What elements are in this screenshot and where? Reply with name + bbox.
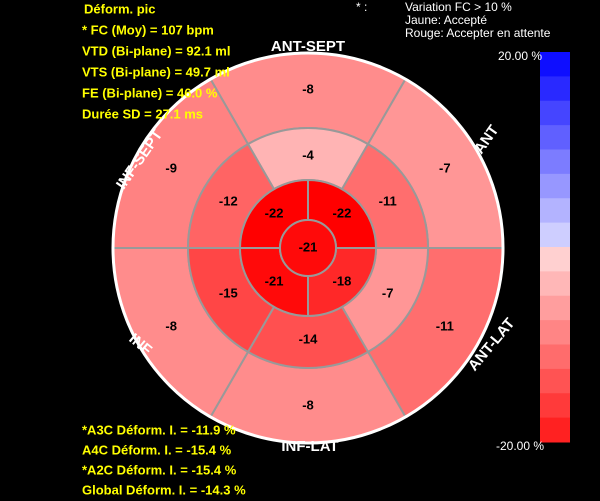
- segment-value: -4: [302, 147, 314, 162]
- segment-value: -11: [436, 318, 454, 333]
- segment-value: -7: [382, 285, 394, 300]
- segment-value: -8: [302, 81, 314, 96]
- footer-metric: Global Déform. I. = -14.3 %: [82, 482, 246, 497]
- legend-line: Jaune: Accepté: [405, 13, 487, 27]
- segment-value: -7: [439, 160, 451, 175]
- colorbar-cell: [540, 100, 570, 126]
- metric: VTS (Bi-plane) = 49.7 ml: [82, 64, 230, 79]
- title: Déform. pic: [84, 1, 156, 16]
- segment-value: -22: [333, 205, 352, 220]
- metric: FE (Bi-plane) = 46.0 %: [82, 85, 218, 100]
- segment-value: -9: [165, 160, 177, 175]
- segment-value: -8: [165, 318, 177, 333]
- footer-metric: *A3C Déform. I. = -11.9 %: [82, 422, 236, 437]
- segment-value: -21: [299, 239, 318, 254]
- colorbar-max: 20.00 %: [498, 49, 542, 63]
- wall-label: INF-LAT: [281, 438, 338, 455]
- metric: * FC (Moy) = 107 bpm: [82, 22, 214, 37]
- metric: VTD (Bi-plane) = 92.1 ml: [82, 43, 230, 58]
- colorbar-cell: [540, 417, 570, 443]
- colorbar-cell: [540, 149, 570, 175]
- colorbar-cell: [540, 271, 570, 297]
- colorbar-cell: [540, 368, 570, 394]
- segment-value: -22: [265, 205, 284, 220]
- legend-star: * :: [356, 0, 367, 14]
- colorbar-cell: [540, 344, 570, 370]
- colorbar-cell: [540, 125, 570, 150]
- footer-metric: A4C Déform. I. = -15.4 %: [82, 442, 232, 457]
- wall-label: ANT-SEPT: [271, 38, 345, 55]
- segment-value: -18: [333, 273, 352, 288]
- apex: [279, 219, 337, 277]
- segment-value: -12: [219, 193, 238, 208]
- colorbar-cell: [540, 52, 570, 77]
- colorbar-cell: [540, 295, 570, 321]
- footer-metric: *A2C Déform. I. = -15.4 %: [82, 462, 237, 477]
- colorbar-cell: [540, 198, 570, 224]
- legend-line: Variation FC > 10 %: [405, 0, 512, 14]
- segment-value: -8: [302, 397, 314, 412]
- segment-value: -11: [379, 193, 397, 208]
- metric: Durée SD = 27.1 ms: [82, 106, 203, 121]
- segment-value: -15: [219, 285, 238, 300]
- segment-value: -21: [265, 273, 284, 288]
- colorbar-cell: [540, 76, 570, 102]
- colorbar-min: -20.00 %: [496, 439, 544, 453]
- colorbar-cell: [540, 222, 570, 248]
- colorbar-cell: [540, 247, 570, 272]
- outline: [111, 51, 505, 445]
- colorbar-cell: [540, 393, 570, 419]
- colorbar-cell: [540, 173, 570, 199]
- colorbar-cell: [540, 320, 570, 345]
- segment-value: -14: [299, 331, 319, 346]
- legend-line: Rouge: Accepter en attente: [405, 26, 551, 40]
